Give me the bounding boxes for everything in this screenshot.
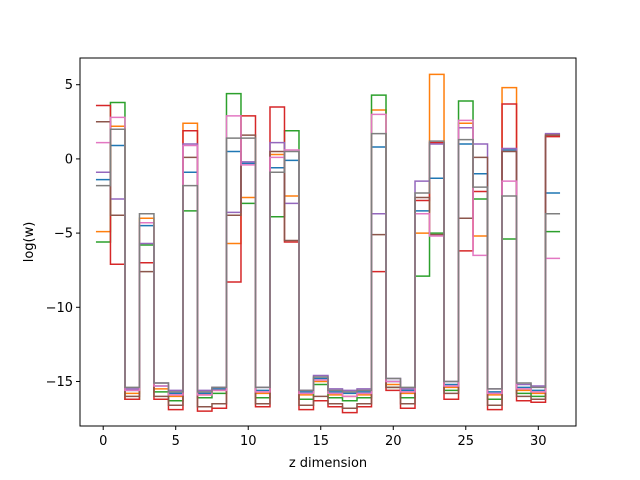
- x-axis-label: z dimension: [289, 456, 367, 471]
- x-tick-label: 30: [530, 434, 547, 449]
- y-tick-label: −5: [54, 227, 73, 242]
- y-tick-label: 5: [65, 78, 73, 93]
- y-axis: −15 −10 −5 0 5: [46, 78, 80, 390]
- y-tick-label: −10: [46, 301, 73, 316]
- y-tick-label: 0: [65, 152, 73, 167]
- series-line-6: [95, 121, 561, 409]
- x-tick-label: 10: [240, 434, 257, 449]
- x-tick-label: 5: [172, 434, 180, 449]
- x-tick-label: 0: [99, 434, 107, 449]
- y-tick-label: −15: [46, 375, 73, 390]
- x-tick-label: 20: [385, 434, 402, 449]
- plot-lines: [95, 73, 561, 414]
- y-axis-label: log(w): [22, 222, 37, 263]
- x-tick-label: 25: [458, 434, 475, 449]
- series-line-8: [95, 128, 561, 393]
- x-tick-label: 15: [312, 434, 329, 449]
- plot-frame: [79, 57, 577, 427]
- x-axis: 0 5 10 15 20 25 30: [99, 426, 547, 449]
